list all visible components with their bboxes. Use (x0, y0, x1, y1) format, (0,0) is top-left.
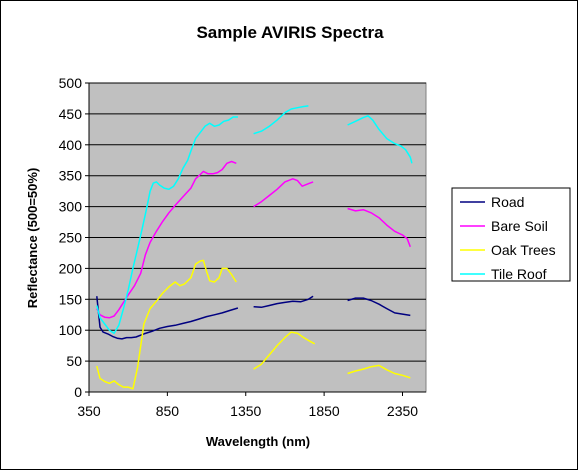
x-tick-labels: 350 850 1350 1850 2350 (77, 392, 418, 419)
series-line-road (96, 296, 239, 340)
chart-title: Sample AVIRIS Spectra (196, 23, 384, 42)
series-line-tile-roof (96, 116, 238, 335)
y-tick-label: 50 (66, 353, 82, 369)
x-tick-label: 350 (77, 403, 101, 419)
legend-box (451, 187, 571, 282)
series-line-tile-roof (347, 115, 413, 164)
series-line-oak-trees (253, 331, 316, 370)
y-tick-label: 200 (59, 260, 83, 276)
legend-label-road: Road (491, 194, 524, 210)
y-tick-labels: 0 50 100 150 200 250 300 350 400 450 500 (59, 75, 83, 400)
legend: Road Bare Soil Oak Trees Tile Roof (451, 187, 571, 282)
y-tick-label: 0 (74, 384, 82, 400)
legend-label-oak-trees: Oak Trees (491, 242, 556, 258)
y-axis-label: Reflectance (500=50%) (25, 168, 40, 309)
y-tick-label: 350 (59, 168, 83, 184)
y-tick-label: 300 (59, 199, 83, 215)
series-line-road (253, 295, 314, 309)
y-tick-label: 100 (59, 322, 83, 338)
series-line-bare-soil (253, 178, 314, 208)
y-tick-label: 500 (59, 75, 83, 91)
x-axis-label: Wavelength (nm) (206, 434, 310, 449)
legend-label-tile-roof: Tile Roof (491, 266, 547, 282)
legend-label-bare-soil: Bare Soil (491, 218, 548, 234)
series-line-oak-trees (347, 364, 411, 379)
x-tick-label: 1850 (309, 403, 340, 419)
y-tick-label: 400 (59, 137, 83, 153)
x-tick-label: 1350 (230, 403, 261, 419)
series-line-oak-trees (96, 259, 237, 390)
series-line-bare-soil (96, 160, 237, 319)
y-tick-label: 250 (59, 230, 83, 246)
x-tick-label: 2350 (387, 403, 418, 419)
x-tick-label: 850 (156, 403, 180, 419)
series-line-road (347, 297, 411, 317)
series-lines (96, 105, 413, 390)
series-line-tile-roof (253, 105, 309, 135)
y-tick-label: 450 (59, 106, 83, 122)
grid-lines (85, 82, 426, 393)
series-line-bare-soil (347, 207, 412, 248)
y-tick-label: 150 (59, 291, 83, 307)
